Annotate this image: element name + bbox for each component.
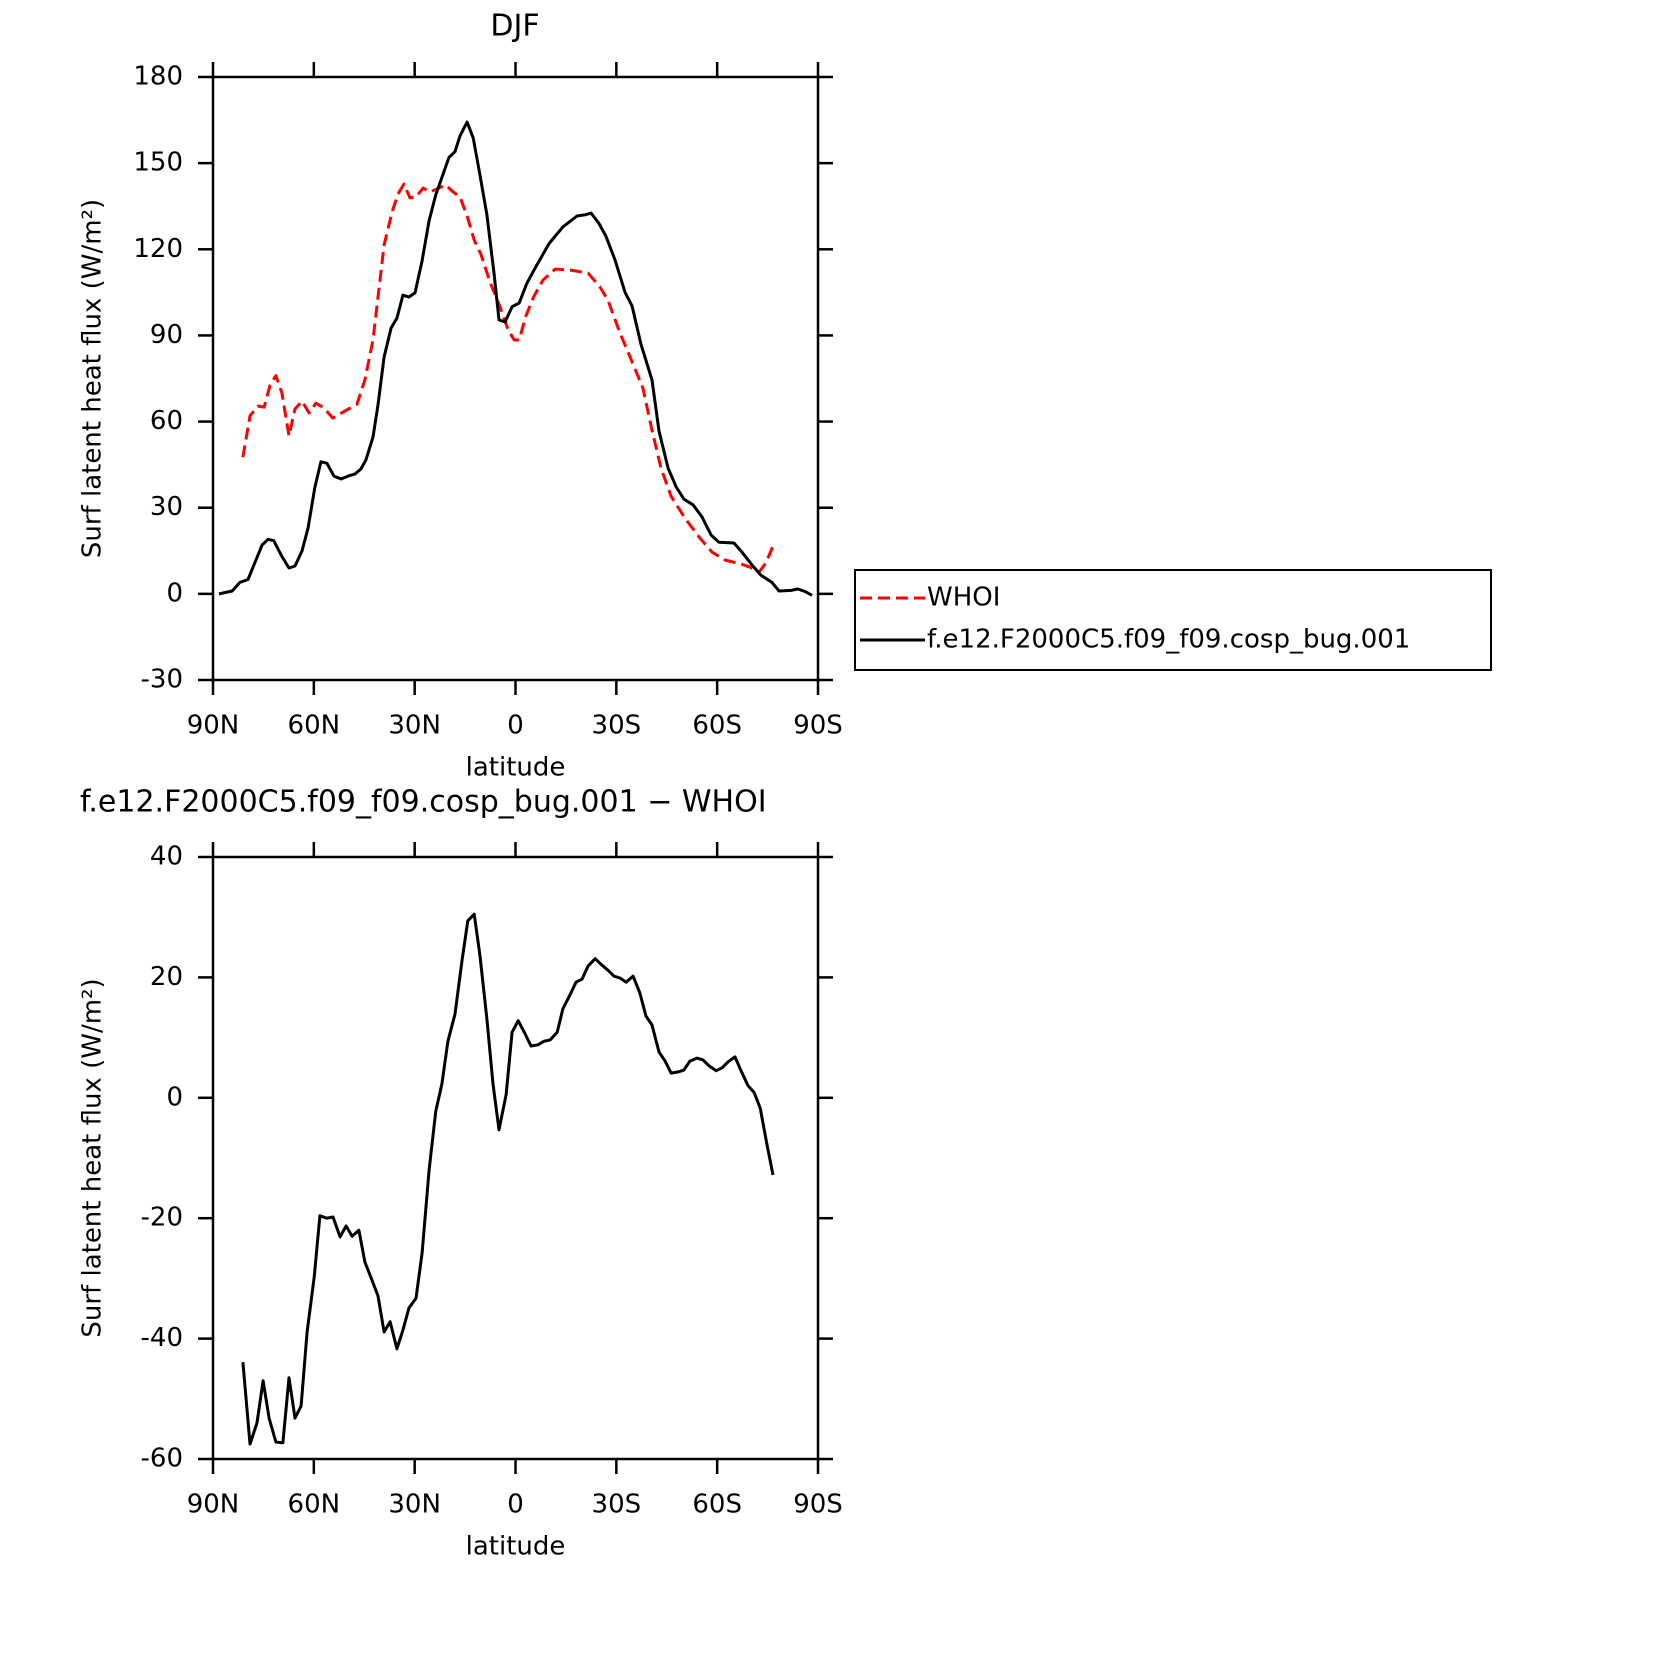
x-tick-label: 30S — [592, 711, 642, 741]
x-tick-label: 60N — [288, 711, 341, 741]
y-tick-label: 30 — [150, 492, 183, 522]
x-tick-label: 90S — [793, 711, 843, 741]
x-tick-label: 0 — [507, 1490, 524, 1520]
y-tick-label: -60 — [141, 1444, 183, 1474]
legend-label: WHOI — [927, 583, 1000, 613]
y-tick-label: 40 — [150, 842, 183, 872]
chart-title: f.e12.F2000C5.f09_f09.cosp_bug.001 − WHO… — [80, 785, 767, 820]
y-tick-label: 0 — [166, 1082, 183, 1112]
x-tick-label: 90S — [793, 1490, 843, 1520]
data-line — [241, 182, 776, 574]
chart-title: DJF — [490, 9, 539, 44]
y-tick-label: 60 — [150, 406, 183, 436]
legend-box — [854, 569, 1492, 671]
x-tick-label: 60S — [692, 711, 742, 741]
y-tick-label: 120 — [133, 234, 183, 264]
y-tick-label: 180 — [133, 62, 183, 92]
y-tick-label: 20 — [150, 962, 183, 992]
y-axis-label: Surf latent heat flux (W/m²) — [78, 199, 108, 558]
x-axis-label: latitude — [466, 1532, 566, 1562]
plot-frame — [211, 75, 820, 682]
y-tick-label: -40 — [141, 1323, 183, 1353]
x-tick-label: 30S — [592, 1490, 642, 1520]
data-line — [241, 912, 775, 1446]
x-tick-label: 0 — [507, 711, 524, 741]
y-tick-label: -30 — [141, 665, 183, 695]
y-axis-label: Surf latent heat flux (W/m²) — [78, 978, 108, 1337]
x-tick-label: 60S — [692, 1490, 742, 1520]
x-tick-label: 60N — [288, 1490, 341, 1520]
y-tick-label: 90 — [150, 320, 183, 350]
data-line — [218, 120, 813, 597]
x-axis-label: latitude — [466, 753, 566, 783]
x-tick-label: 30N — [388, 1490, 441, 1520]
x-tick-label: 30N — [388, 711, 441, 741]
y-tick-label: 0 — [166, 578, 183, 608]
legend-label: f.e12.F2000C5.f09_f09.cosp_bug.001 — [927, 625, 1410, 655]
y-tick-label: -20 — [141, 1203, 183, 1233]
x-tick-label: 90N — [187, 1490, 240, 1520]
y-tick-label: 150 — [133, 148, 183, 178]
x-tick-label: 90N — [187, 711, 240, 741]
